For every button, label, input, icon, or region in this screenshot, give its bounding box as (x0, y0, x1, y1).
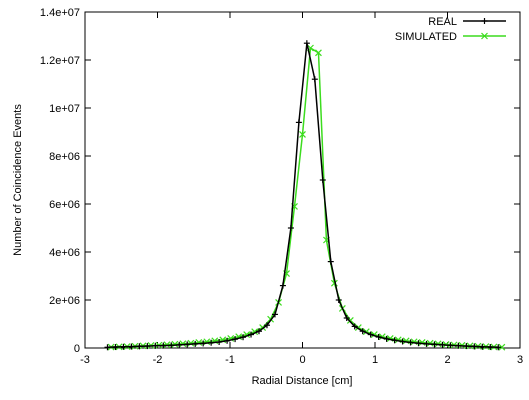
legend: REAL SIMULATED (395, 16, 506, 43)
x-axis-label: Radial Distance [cm] (252, 375, 353, 387)
plot-frame (84, 11, 521, 349)
y-tick-label: 1e+07 (49, 103, 80, 115)
y-tick-label: 8e+06 (49, 151, 80, 163)
y-tick-label: 1.2e+07 (40, 55, 80, 67)
x-tick-label: 1 (372, 354, 378, 366)
data-point-simulated (370, 331, 378, 338)
x-tick-label: 0 (299, 354, 305, 366)
axis-ticks: -3 -2 -1 0 1 2 3 0 2e+06 4e+06 6e+06 8e+06 1e+07 1.2e… (40, 7, 523, 366)
data-point-simulated (378, 333, 386, 341)
legend-marker-symbol (481, 32, 488, 40)
data-point-simulated (386, 334, 394, 342)
y-tick-label: 1.4e+07 (40, 7, 80, 19)
data-point-simulated (362, 328, 370, 336)
series-line-real (107, 43, 499, 349)
data-point-simulated (426, 339, 434, 347)
data-point-simulated (299, 130, 306, 138)
data-point-simulated (410, 338, 418, 346)
data-point-simulated (163, 341, 171, 349)
series-line-simulated (111, 46, 502, 348)
data-point-simulated (402, 337, 410, 345)
data-point-simulated (187, 339, 195, 347)
data-point-simulated (498, 343, 506, 351)
data-point-simulated (346, 316, 354, 324)
legend-marker-simulated (481, 32, 488, 40)
legend-label-real: REAL (428, 16, 457, 28)
x-tick-label: 3 (517, 354, 523, 366)
series-points-real (104, 40, 502, 351)
x-tick-label: 2 (444, 354, 450, 366)
y-tick-label: 4e+06 (49, 247, 80, 259)
x-tick-label: -3 (80, 354, 90, 366)
legend-marker-real (481, 18, 488, 24)
y-tick-label: 0 (74, 343, 80, 355)
data-point-simulated (330, 279, 338, 287)
x-tick-label: -2 (153, 354, 163, 366)
data-point-simulated (354, 324, 362, 332)
series-layer (104, 40, 506, 351)
y-tick-label: 6e+06 (49, 199, 80, 211)
y-tick-label: 2e+06 (49, 295, 80, 307)
data-point-simulated (171, 340, 179, 348)
data-point-simulated (179, 340, 187, 348)
data-point-simulated (418, 339, 426, 346)
data-point-simulated (394, 336, 402, 344)
data-point-simulated (315, 49, 322, 57)
legend-label-simulated: SIMULATED (395, 31, 457, 43)
y-axis-label: Number of Coincidence Events (12, 104, 24, 256)
x-tick-label: -1 (225, 354, 235, 366)
data-point-simulated (434, 340, 442, 348)
